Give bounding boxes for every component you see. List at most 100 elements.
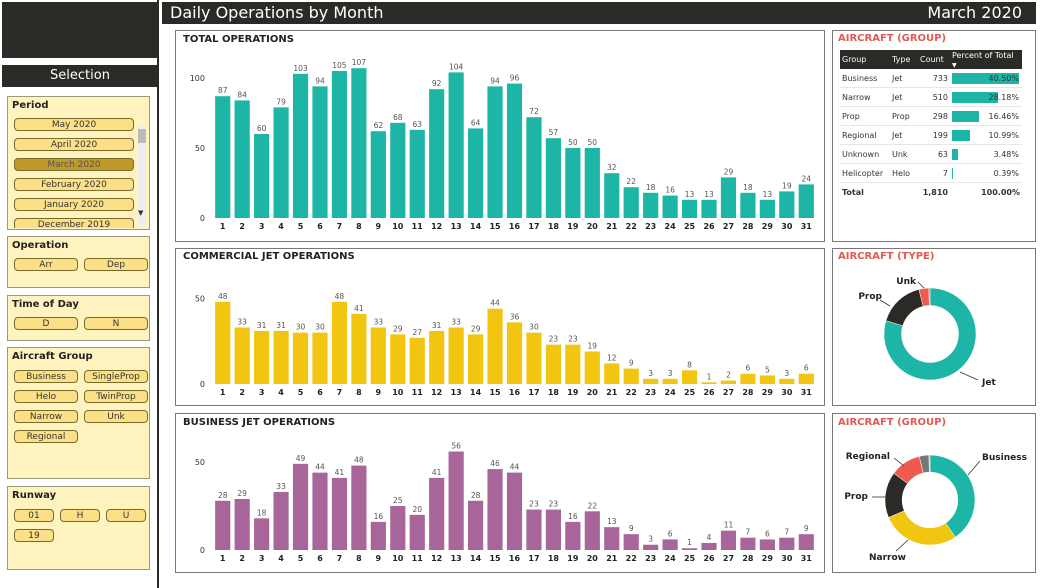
aircraft-type-slice[interactable] <box>885 289 924 327</box>
period-item-may-2020[interactable]: May 2020 <box>14 118 134 131</box>
business-jet-bar[interactable] <box>779 537 795 550</box>
total-ops-bar[interactable] <box>701 199 717 218</box>
aircraft-group-slice[interactable] <box>929 454 976 538</box>
business-jet-bar[interactable] <box>701 542 717 550</box>
business-jet-bar[interactable] <box>312 472 328 550</box>
commercial-jet-bar[interactable] <box>429 330 445 384</box>
total-ops-bar[interactable] <box>623 187 639 218</box>
commercial-jet-bar[interactable] <box>701 382 717 384</box>
commercial-jet-bar[interactable] <box>448 327 464 384</box>
total-ops-bar[interactable] <box>740 192 756 218</box>
period-item-january-2020[interactable]: January 2020 <box>14 198 134 211</box>
commercial-jet-bar[interactable] <box>604 363 620 384</box>
total-ops-bar[interactable] <box>312 86 328 219</box>
business-jet-bar[interactable] <box>292 463 309 550</box>
period-scroll-thumb[interactable] <box>138 129 146 143</box>
commercial-jet-bar[interactable] <box>331 301 348 384</box>
business-jet-bar[interactable] <box>273 491 289 550</box>
table-row[interactable]: Prop Prop 298 16.46% <box>840 106 1022 126</box>
total-ops-bar[interactable] <box>409 129 425 218</box>
table-row[interactable]: Helicopter Helo 7 0.39% <box>840 163 1022 183</box>
total-ops-bar[interactable] <box>662 195 678 218</box>
period-item-december-2019[interactable]: December 2019 <box>14 218 134 228</box>
table-row[interactable]: Narrow Jet 510 28.18% <box>840 87 1022 107</box>
commercial-jet-bar[interactable] <box>565 344 581 384</box>
total-ops-bar[interactable] <box>351 68 367 218</box>
business-jet-bar[interactable] <box>506 472 523 550</box>
runway-19-button[interactable]: 19 <box>14 529 54 542</box>
commercial-jet-bar[interactable] <box>234 327 250 384</box>
business-jet-bar[interactable] <box>448 451 464 550</box>
total-ops-bar[interactable] <box>720 177 737 218</box>
scroll-down-icon[interactable]: ▼ <box>138 209 144 217</box>
business-jet-bar[interactable] <box>331 477 348 550</box>
total-ops-bar[interactable] <box>215 96 231 218</box>
business-jet-bar[interactable] <box>468 500 484 550</box>
business-jet-bar[interactable] <box>370 521 386 550</box>
total-ops-bar[interactable] <box>759 199 775 218</box>
period-item-march-2020[interactable]: March 2020 <box>14 158 134 171</box>
business-jet-bar[interactable] <box>681 548 698 550</box>
total-ops-bar[interactable] <box>448 72 464 219</box>
group-regional-button[interactable]: Regional <box>14 430 78 443</box>
period-scrollbar[interactable] <box>138 125 146 225</box>
business-jet-bar[interactable] <box>254 518 270 550</box>
business-jet-bar[interactable] <box>584 511 600 550</box>
commercial-jet-bar[interactable] <box>254 330 270 384</box>
total-ops-bar[interactable] <box>798 184 814 218</box>
business-jet-bar[interactable] <box>720 530 737 550</box>
commercial-jet-bar[interactable] <box>740 373 756 384</box>
business-jet-bar[interactable] <box>234 499 250 550</box>
group-narrow-button[interactable]: Narrow <box>14 410 78 423</box>
total-ops-bar[interactable] <box>487 86 503 219</box>
commercial-jet-bar[interactable] <box>779 378 795 384</box>
total-ops-bar[interactable] <box>526 117 542 218</box>
runway-01-button[interactable]: 01 <box>14 509 54 522</box>
aircraft-group-slice[interactable] <box>928 454 931 473</box>
group-business-button[interactable]: Business <box>14 370 78 383</box>
business-jet-bar[interactable] <box>409 514 425 550</box>
commercial-jet-bar[interactable] <box>215 301 231 384</box>
business-jet-bar[interactable] <box>545 509 561 550</box>
business-jet-bar[interactable] <box>429 477 445 550</box>
total-ops-bar[interactable] <box>370 131 386 218</box>
business-jet-bar[interactable] <box>565 521 581 550</box>
commercial-jet-bar[interactable] <box>545 344 561 384</box>
commercial-jet-bar[interactable] <box>487 308 503 384</box>
commercial-jet-bar[interactable] <box>273 330 289 384</box>
table-row[interactable]: Regional Jet 199 10.99% <box>840 125 1022 145</box>
commercial-jet-bar[interactable] <box>798 373 814 384</box>
group-unk-button[interactable]: Unk <box>84 410 148 423</box>
commercial-jet-bar[interactable] <box>526 332 542 384</box>
total-ops-bar[interactable] <box>234 100 250 218</box>
col-percent-header[interactable]: Percent of Total ▼ <box>950 50 1022 69</box>
total-ops-bar[interactable] <box>565 148 581 218</box>
commercial-jet-bar[interactable] <box>584 351 600 384</box>
commercial-jet-bar[interactable] <box>409 337 425 384</box>
business-jet-bar[interactable] <box>643 544 659 550</box>
commercial-jet-bar[interactable] <box>759 375 775 384</box>
total-ops-bar[interactable] <box>604 173 620 218</box>
col-type-header[interactable]: Type <box>890 50 918 69</box>
total-ops-bar[interactable] <box>584 148 600 218</box>
total-ops-bar[interactable] <box>429 89 445 218</box>
col-count-header[interactable]: Count <box>918 50 950 69</box>
period-item-april-2020[interactable]: April 2020 <box>14 138 134 151</box>
total-ops-bar[interactable] <box>779 191 795 218</box>
total-ops-bar[interactable] <box>681 199 698 218</box>
aircraft-type-slice[interactable] <box>928 287 931 306</box>
business-jet-bar[interactable] <box>351 465 367 550</box>
time-day-button[interactable]: D <box>14 317 78 330</box>
operation-arr-button[interactable]: Arr <box>14 258 78 271</box>
total-ops-bar[interactable] <box>273 107 289 218</box>
commercial-jet-bar[interactable] <box>292 332 309 384</box>
commercial-jet-bar[interactable] <box>506 322 523 384</box>
period-item-february-2020[interactable]: February 2020 <box>14 178 134 191</box>
business-jet-bar[interactable] <box>390 506 406 550</box>
business-jet-bar[interactable] <box>215 500 231 550</box>
commercial-jet-bar[interactable] <box>720 380 737 384</box>
total-ops-bar[interactable] <box>468 128 484 218</box>
operation-dep-button[interactable]: Dep <box>84 258 148 271</box>
total-ops-bar[interactable] <box>545 138 561 218</box>
table-row[interactable]: Unknown Unk 63 3.48% <box>840 144 1022 164</box>
